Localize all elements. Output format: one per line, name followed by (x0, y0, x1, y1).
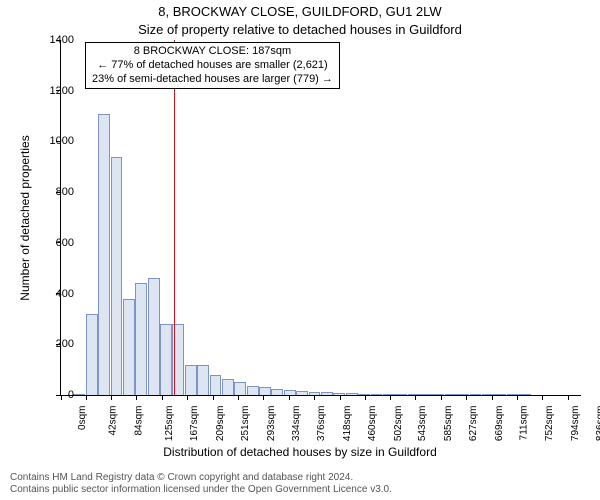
y-tick-label: 400 (34, 288, 74, 300)
histogram-bar (457, 394, 469, 395)
histogram-bar (445, 394, 457, 395)
x-tick-label: 543sqm (418, 406, 429, 442)
x-tick (314, 395, 315, 400)
histogram-bar (482, 394, 494, 395)
histogram-bar (494, 394, 506, 395)
x-tick (390, 395, 391, 400)
y-tick-label: 200 (34, 338, 74, 350)
histogram-bar (296, 391, 308, 395)
annotation-line: 8 BROCKWAY CLOSE: 187sqm (92, 45, 333, 59)
histogram-bar (395, 394, 407, 395)
histogram-bar (346, 393, 358, 395)
x-tick-label: 125sqm (164, 406, 175, 442)
x-tick (136, 395, 137, 400)
x-axis-label: Distribution of detached houses by size … (0, 445, 600, 459)
x-tick-label: 84sqm (133, 406, 144, 436)
x-tick (517, 395, 518, 400)
histogram-bar (123, 299, 135, 395)
y-tick-label: 1400 (34, 34, 74, 46)
x-tick (492, 395, 493, 400)
x-tick-label: 167sqm (189, 406, 200, 442)
histogram-bar (420, 394, 432, 395)
x-tick-label: 711sqm (519, 406, 530, 441)
histogram-bar (321, 392, 333, 395)
histogram-bar (86, 314, 98, 395)
histogram-bar (309, 392, 321, 395)
x-tick-label: 293sqm (266, 406, 277, 442)
x-tick-label: 42sqm (108, 406, 119, 436)
x-tick-label: 460sqm (367, 406, 378, 442)
histogram-bar (333, 393, 345, 395)
x-tick (213, 395, 214, 400)
histogram-bar (470, 394, 482, 395)
histogram-bar (210, 375, 222, 395)
histogram-bar (259, 387, 271, 395)
histogram-bar (111, 157, 123, 395)
footer-attribution: Contains HM Land Registry data © Crown c… (10, 472, 392, 496)
x-tick-label: 376sqm (316, 406, 327, 442)
y-tick-label: 1200 (34, 85, 74, 97)
x-tick (263, 395, 264, 400)
annotation-box: 8 BROCKWAY CLOSE: 187sqm ← 77% of detach… (85, 42, 340, 89)
footer-line: Contains public sector information licen… (10, 484, 392, 496)
histogram-bar (148, 278, 160, 395)
y-tick-label: 600 (34, 237, 74, 249)
x-tick-label: 794sqm (570, 406, 581, 442)
x-tick-label: 752sqm (544, 406, 555, 442)
histogram-bar (371, 394, 383, 395)
y-tick-label: 1000 (34, 135, 74, 147)
x-tick (86, 395, 87, 400)
x-tick-label: 334sqm (291, 406, 302, 442)
x-tick-label: 836sqm (595, 406, 600, 442)
y-tick-label: 800 (34, 186, 74, 198)
chart-plot-area: Number of detached properties 0sqm42sqm8… (60, 40, 581, 396)
x-tick-label: 0sqm (77, 406, 88, 430)
x-tick (415, 395, 416, 400)
histogram-bar (432, 394, 444, 395)
histogram-bar (408, 394, 420, 395)
x-tick-label: 627sqm (469, 406, 480, 442)
histogram-bar (160, 324, 172, 395)
x-tick-label: 418sqm (342, 406, 353, 442)
histogram-bar (73, 394, 85, 395)
y-axis-label: Number of detached properties (18, 135, 32, 300)
histogram-bar (222, 379, 234, 395)
histogram-bar (98, 114, 110, 395)
histogram-bar (507, 394, 519, 395)
chart-title-address: 8, BROCKWAY CLOSE, GUILDFORD, GU1 2LW (0, 4, 600, 19)
footer-line: Contains HM Land Registry data © Crown c… (10, 472, 392, 484)
x-tick-label: 209sqm (215, 406, 226, 442)
histogram-bar (185, 365, 197, 395)
x-tick-label: 585sqm (443, 406, 454, 442)
x-tick (542, 395, 543, 400)
x-tick (289, 395, 290, 400)
x-tick (187, 395, 188, 400)
histogram-bar (519, 394, 531, 395)
histogram-bar (358, 394, 370, 395)
histogram-bar (234, 382, 246, 395)
x-tick (340, 395, 341, 400)
x-tick (466, 395, 467, 400)
annotation-line: ← 77% of detached houses are smaller (2,… (92, 59, 333, 73)
x-tick (162, 395, 163, 400)
histogram-bar (383, 394, 395, 395)
x-tick-label: 251sqm (240, 406, 251, 442)
histogram-bar (284, 390, 296, 395)
chart-title-description: Size of property relative to detached ho… (0, 22, 600, 37)
x-tick-label: 502sqm (393, 406, 404, 442)
x-tick-label: 669sqm (494, 406, 505, 442)
histogram-bar (135, 283, 147, 395)
x-tick (568, 395, 569, 400)
histogram-bar (247, 386, 259, 395)
histogram-bar (197, 365, 209, 395)
x-tick (238, 395, 239, 400)
y-tick-label: 0 (34, 389, 74, 401)
reference-line (174, 40, 175, 395)
x-tick (441, 395, 442, 400)
annotation-line: 23% of semi-detached houses are larger (… (92, 73, 333, 87)
histogram-bar (271, 389, 283, 395)
x-tick (111, 395, 112, 400)
x-tick (365, 395, 366, 400)
